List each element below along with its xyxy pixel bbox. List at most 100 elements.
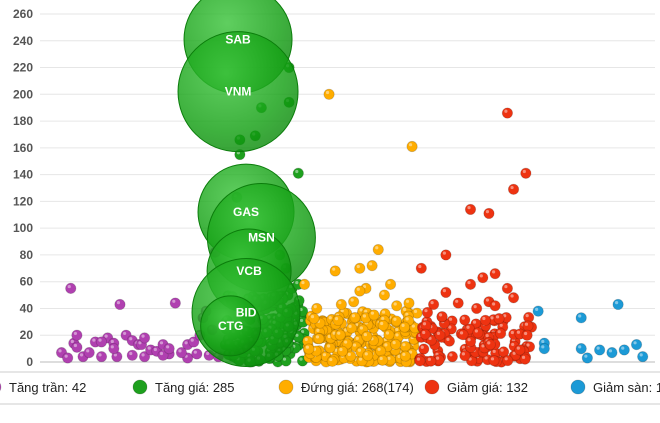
point-dung-gia[interactable]: [313, 333, 325, 345]
point-dung-gia[interactable]: [361, 330, 373, 342]
point-giam-gia[interactable]: [493, 313, 505, 325]
point-dung-gia[interactable]: [349, 311, 361, 324]
point-dung-gia[interactable]: [372, 243, 384, 256]
point-giam-gia[interactable]: [483, 207, 495, 220]
point-dung-gia[interactable]: [323, 88, 335, 100]
point-dung-gia[interactable]: [362, 350, 374, 362]
point-giam-gia[interactable]: [452, 297, 464, 309]
point-giam-gia[interactable]: [457, 329, 469, 341]
point-tang-tran[interactable]: [71, 341, 83, 353]
point-dung-gia[interactable]: [326, 355, 338, 367]
point-giam-san[interactable]: [618, 344, 630, 356]
point-tang-tran[interactable]: [138, 332, 151, 344]
point-giam-gia[interactable]: [489, 300, 501, 312]
point-giam-gia[interactable]: [471, 302, 483, 315]
point-giam-gia[interactable]: [459, 314, 471, 326]
point-dung-gia[interactable]: [341, 338, 353, 350]
legend-item-tang-gia[interactable]: Tăng giá: 285: [132, 379, 235, 395]
point-giam-gia[interactable]: [489, 268, 501, 280]
point-giam-san[interactable]: [630, 338, 643, 351]
point-giam-san[interactable]: [581, 352, 593, 364]
point-dung-gia[interactable]: [332, 314, 344, 327]
point-tang-tran[interactable]: [62, 352, 74, 364]
point-giam-gia[interactable]: [502, 354, 514, 367]
point-dung-gia[interactable]: [354, 285, 366, 297]
point-giam-gia[interactable]: [421, 306, 434, 319]
point-giam-san[interactable]: [532, 305, 544, 317]
bubble-ctg[interactable]: [200, 295, 262, 357]
point-giam-gia[interactable]: [440, 286, 452, 298]
point-tang-tran[interactable]: [95, 351, 108, 363]
point-dung-gia[interactable]: [377, 319, 389, 331]
point-giam-gia[interactable]: [459, 350, 471, 362]
legend-item-dung-gia[interactable]: Đứng giá: 268(174): [278, 379, 414, 395]
point-giam-gia[interactable]: [514, 344, 526, 356]
point-giam-san[interactable]: [637, 351, 649, 363]
point-dung-gia[interactable]: [368, 309, 380, 321]
point-giam-san[interactable]: [538, 343, 550, 355]
point-tang-tran[interactable]: [169, 297, 181, 309]
point-giam-gia[interactable]: [484, 339, 496, 351]
point-giam-gia[interactable]: [495, 327, 507, 340]
point-dung-gia[interactable]: [377, 354, 389, 366]
point-giam-gia[interactable]: [464, 278, 477, 290]
point-tang-tran[interactable]: [83, 347, 95, 359]
point-tang-tran[interactable]: [114, 298, 126, 311]
point-dung-gia[interactable]: [378, 289, 390, 301]
point-giam-gia[interactable]: [436, 311, 448, 323]
point-tang-tran[interactable]: [95, 336, 108, 348]
point-giam-gia[interactable]: [521, 329, 533, 341]
legend-item-giam-gia[interactable]: Giảm giá: 132: [424, 379, 528, 395]
point-dung-gia[interactable]: [348, 296, 360, 308]
point-dung-gia[interactable]: [303, 343, 315, 355]
point-giam-gia[interactable]: [522, 320, 534, 332]
point-tang-tran[interactable]: [126, 349, 138, 361]
legend-item-giam-san[interactable]: Giảm sàn: 12: [570, 379, 660, 395]
point-dung-gia[interactable]: [335, 298, 347, 311]
point-tang-tran[interactable]: [65, 282, 77, 294]
point-giam-gia[interactable]: [501, 282, 513, 294]
point-giam-gia[interactable]: [520, 167, 532, 179]
point-giam-san[interactable]: [612, 298, 624, 311]
point-dung-gia[interactable]: [399, 350, 411, 362]
point-tang-tran[interactable]: [157, 349, 169, 361]
point-giam-gia[interactable]: [488, 355, 500, 367]
point-giam-gia[interactable]: [519, 353, 531, 365]
point-giam-gia[interactable]: [427, 298, 440, 311]
point-giam-gia[interactable]: [472, 327, 484, 339]
point-giam-gia[interactable]: [479, 314, 491, 326]
point-tang-tran[interactable]: [175, 347, 188, 359]
point-tang-tran[interactable]: [191, 348, 203, 360]
point-tang-gia[interactable]: [292, 167, 304, 179]
point-giam-gia[interactable]: [425, 355, 437, 367]
point-tang-tran[interactable]: [163, 343, 175, 355]
bubble-vnm[interactable]: [177, 31, 299, 153]
point-giam-gia[interactable]: [415, 262, 427, 274]
point-dung-gia[interactable]: [391, 300, 403, 312]
point-tang-tran[interactable]: [188, 336, 200, 348]
point-dung-gia[interactable]: [384, 278, 397, 290]
point-giam-gia[interactable]: [419, 328, 431, 340]
point-tang-tran[interactable]: [138, 351, 151, 363]
point-tang-tran[interactable]: [108, 343, 120, 355]
point-dung-gia[interactable]: [345, 350, 357, 362]
point-giam-gia[interactable]: [501, 107, 513, 119]
point-giam-gia[interactable]: [464, 203, 477, 216]
point-dung-gia[interactable]: [374, 345, 387, 357]
point-dung-gia[interactable]: [383, 329, 395, 341]
point-giam-san[interactable]: [606, 347, 618, 359]
point-dung-gia[interactable]: [336, 345, 349, 357]
point-giam-gia[interactable]: [507, 292, 520, 304]
point-giam-san[interactable]: [575, 312, 587, 324]
point-giam-gia[interactable]: [507, 183, 520, 195]
point-giam-gia[interactable]: [446, 351, 458, 363]
point-dung-gia[interactable]: [308, 312, 320, 325]
point-giam-gia[interactable]: [464, 335, 477, 348]
point-dung-gia[interactable]: [345, 322, 358, 334]
point-dung-gia[interactable]: [354, 262, 366, 274]
point-dung-gia[interactable]: [298, 278, 311, 290]
point-dung-gia[interactable]: [366, 260, 378, 272]
point-dung-gia[interactable]: [398, 321, 411, 333]
point-dung-gia[interactable]: [329, 265, 341, 277]
point-giam-san[interactable]: [594, 344, 606, 356]
